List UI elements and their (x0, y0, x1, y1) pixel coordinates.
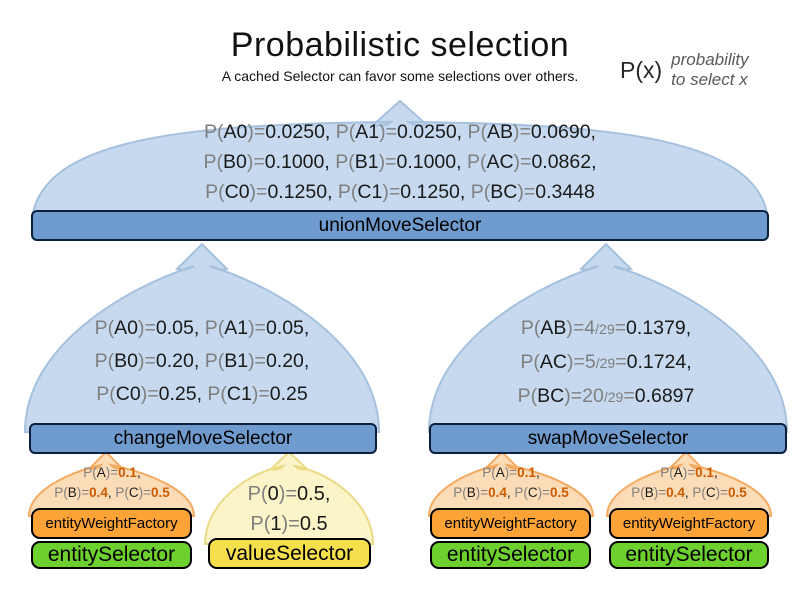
entity-weight-factory-label-3: entityWeightFactory (622, 515, 756, 532)
change-move-selector-node: changeMoveSelector (29, 423, 377, 454)
legend-description-line2: to select x (671, 70, 748, 89)
entity-weight-factory-node-1: entityWeightFactory (31, 508, 192, 539)
selection-funnel-shape (27, 450, 196, 517)
value-probabilities: P(0)=0.5, P(1)=0.5 (247, 483, 331, 535)
union-probabilities: P(A0)=0.0250, P(A1)=0.0250, P(AB)=0.0690… (203, 121, 597, 203)
change-probabilities: P(A0)=0.05, P(A1)=0.05, P(B0)=0.20, P(B1)… (94, 317, 310, 405)
entity-selector-label-3: entitySelector (625, 543, 753, 566)
value-selector-label: valueSelector (225, 541, 354, 565)
entity-selector-node-2: entitySelector (430, 541, 591, 569)
probability-legend: P(x) probability to select x (620, 50, 749, 90)
swap-move-selector-node: swapMoveSelector (429, 423, 787, 454)
selection-funnel-shape (427, 450, 595, 517)
entity-weights-3: P(A)=0.1, P(B)=0.4, P(C)=0.5 (631, 465, 747, 500)
legend-description: probability to select x (671, 50, 749, 90)
entity-selector-node-1: entitySelector (31, 541, 192, 569)
legend-description-line1: probability (671, 50, 749, 69)
swap-move-selector-label: swapMoveSelector (527, 427, 689, 449)
swap-probabilities: P(AB)=4/29=0.1379, P(AC)=5/29=0.1724, P(BC… (517, 317, 695, 407)
value-selector-node: valueSelector (208, 538, 371, 569)
entity-weight-factory-label-2: entityWeightFactory (444, 515, 577, 532)
change-move-selector-label: changeMoveSelector (113, 427, 293, 449)
entity-weight-factory-node-3: entityWeightFactory (609, 508, 769, 539)
entity-weights-1: P(A)=0.1, P(B)=0.4, P(C)=0.5 (54, 465, 170, 500)
entity-weights-2: P(A)=0.1, P(B)=0.4, P(C)=0.5 (453, 465, 569, 500)
selection-funnel-shape (30, 99, 770, 219)
page-subtitle: A cached Selector can favor some selecti… (221, 68, 579, 84)
selection-funnel-shape (605, 450, 773, 517)
selection-funnel-shape (203, 450, 375, 545)
legend-symbol: P(x) (620, 56, 663, 83)
union-move-selector-node: unionMoveSelector (31, 210, 769, 241)
selection-funnel-shape (427, 242, 789, 433)
entity-selector-label-2: entitySelector (446, 543, 575, 566)
entity-selector-label-1: entitySelector (47, 543, 176, 566)
entity-selector-node-3: entitySelector (609, 541, 769, 569)
entity-weight-factory-label-1: entityWeightFactory (45, 515, 178, 532)
entity-weight-factory-node-2: entityWeightFactory (430, 508, 591, 539)
union-move-selector-label: unionMoveSelector (318, 214, 482, 236)
page-title: Probabilistic selection (230, 26, 570, 64)
selection-funnel-shape (23, 242, 381, 433)
